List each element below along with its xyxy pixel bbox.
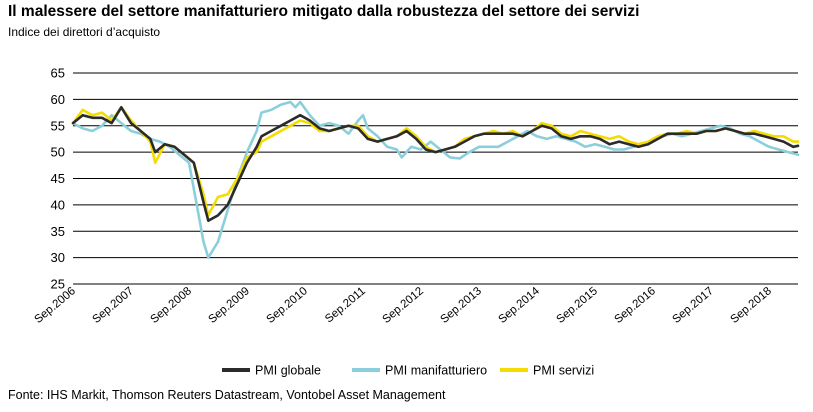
chart-title: Il malessere del settore manifatturiero …	[8, 3, 640, 20]
legend: PMI globale PMI manifatturiero PMI servizi	[222, 364, 594, 378]
series-line-servizi	[71, 106, 800, 217]
y-tick-label: 65	[51, 66, 65, 81]
x-tick-label: Sep.2017	[670, 285, 715, 326]
y-tick-label: 45	[51, 171, 65, 186]
x-tick-label: Sep.2012	[380, 285, 425, 326]
x-tick-label: Sep.2016	[612, 285, 657, 326]
x-tick-label: Sep.2015	[554, 285, 599, 326]
x-tick-label: Sep.2010	[264, 285, 309, 326]
x-tick-label: Sep.2014	[496, 285, 542, 326]
y-tick-label: 50	[51, 145, 65, 160]
legend-label-globale: PMI globale	[255, 364, 321, 378]
x-tick-label: Sep.2009	[206, 285, 251, 326]
series-lines	[71, 100, 800, 259]
x-tick-label: Sep.2007	[90, 285, 135, 326]
y-tick-label: 30	[51, 250, 65, 265]
y-tick-label: 60	[51, 92, 65, 107]
x-tick-label: Sep.2013	[438, 285, 483, 326]
grid-lines	[73, 72, 798, 285]
x-tick-label: Sep.2011	[323, 285, 368, 325]
legend-label-servizi: PMI servizi	[533, 364, 594, 378]
y-tick-label: 35	[51, 224, 65, 239]
legend-label-manifatturiero: PMI manifatturiero	[385, 364, 487, 378]
y-axis-ticks: 25 30 35 40 45 50 55 60 65	[51, 66, 65, 292]
x-tick-label: Sep.2008	[148, 285, 193, 326]
x-axis-ticks: Sep.2006 Sep.2007 Sep.2008 Sep.2009 Sep.2010…	[32, 285, 773, 326]
x-tick-label: Sep.2018	[728, 285, 773, 326]
y-tick-label: 40	[51, 197, 65, 212]
y-tick-label: 55	[51, 118, 65, 133]
series-line-globale	[71, 106, 800, 222]
chart-subtitle: Indice dei direttori d’acquisto	[8, 25, 161, 39]
y-tick-label: 25	[51, 277, 65, 292]
source-note: Fonte: IHS Markit, Thomson Reuters Datas…	[8, 388, 446, 402]
